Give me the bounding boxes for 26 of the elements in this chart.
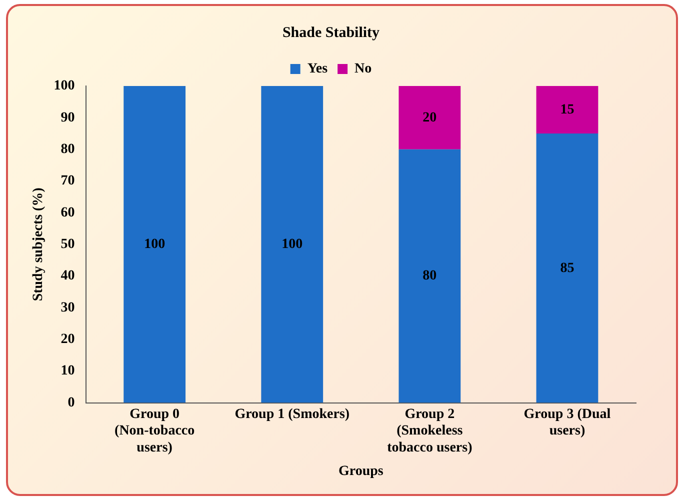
data-label: 20 bbox=[422, 110, 437, 126]
y-tick-label: 70 bbox=[60, 174, 75, 189]
y-tick-label: 80 bbox=[60, 142, 75, 157]
y-tick-label: 100 bbox=[54, 78, 75, 94]
y-tick-label: 40 bbox=[60, 268, 75, 284]
data-label: 100 bbox=[144, 237, 166, 252]
data-label: 80 bbox=[422, 268, 437, 284]
y-tick-label: 20 bbox=[60, 332, 75, 348]
x-tick-label: Group 3 (Dual users) bbox=[524, 406, 611, 439]
y-axis-title: Study subjects (%) bbox=[31, 187, 46, 302]
y-tick-label: 90 bbox=[60, 110, 75, 126]
data-label: 85 bbox=[560, 260, 574, 276]
x-axis-title: Groups bbox=[338, 464, 384, 480]
data-label: 100 bbox=[282, 237, 303, 252]
legend-label: Yes bbox=[307, 62, 328, 77]
x-tick-label: Group 2 (Smokeless tobacco users) bbox=[387, 406, 473, 456]
y-tick-label: 30 bbox=[60, 300, 75, 316]
x-tick-label: Group 0 (Non-tobacco users) bbox=[114, 406, 195, 456]
y-tick-label: 0 bbox=[68, 395, 75, 410]
legend-label: No bbox=[354, 62, 372, 77]
chart-title: Shade Stability bbox=[282, 24, 380, 41]
y-tick-label: 60 bbox=[60, 205, 75, 220]
x-tick-label: Group 1 (Smokers) bbox=[234, 406, 350, 422]
data-label: 15 bbox=[560, 102, 574, 118]
y-tick-label: 10 bbox=[60, 364, 75, 379]
y-tick-label: 50 bbox=[60, 237, 75, 252]
